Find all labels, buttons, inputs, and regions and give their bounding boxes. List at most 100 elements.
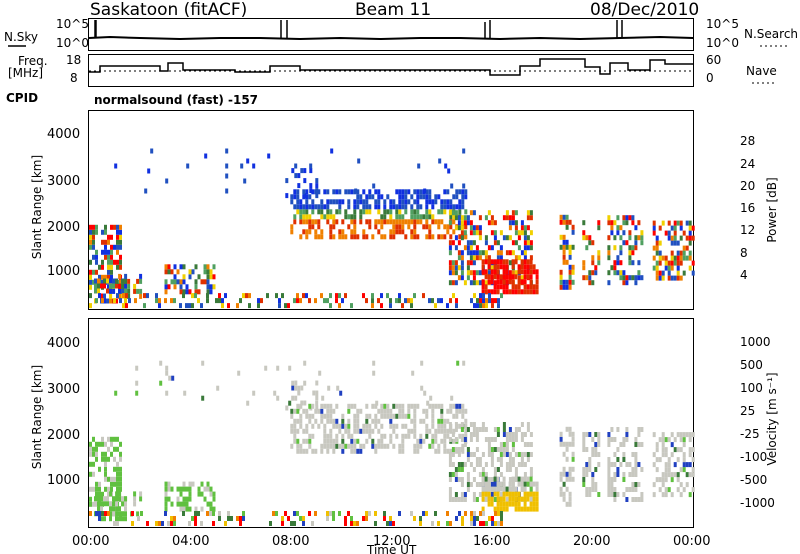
power-cell bbox=[317, 204, 321, 210]
power-cell bbox=[410, 219, 414, 225]
power-cell bbox=[451, 210, 455, 216]
velocity-cell bbox=[448, 487, 452, 492]
power-cell bbox=[114, 163, 118, 169]
velocity-cell bbox=[413, 413, 417, 419]
freq-label: Freq. bbox=[18, 54, 48, 68]
power-cell bbox=[526, 235, 530, 241]
velocity-cell bbox=[380, 438, 384, 444]
velocity-cell bbox=[315, 405, 319, 411]
velocity-cell bbox=[133, 501, 137, 507]
power-cell bbox=[637, 270, 641, 276]
velocity-cell bbox=[365, 438, 369, 444]
power-cell bbox=[89, 229, 92, 235]
power-cell bbox=[607, 235, 611, 241]
power-cell bbox=[588, 270, 592, 276]
velocity-cell bbox=[167, 521, 170, 526]
power-cell bbox=[362, 189, 366, 195]
power-cell bbox=[329, 209, 333, 215]
velocity-cell bbox=[691, 457, 695, 463]
velocity-cell bbox=[594, 447, 598, 452]
velocity-cell bbox=[389, 408, 393, 414]
velocity-cell bbox=[104, 451, 107, 457]
power-cell bbox=[457, 220, 461, 226]
velocity-cell bbox=[508, 437, 512, 442]
power-cell bbox=[482, 298, 485, 304]
power-cell bbox=[127, 293, 131, 299]
power-cell bbox=[469, 255, 473, 261]
power-cell bbox=[389, 234, 393, 240]
velocity-cell bbox=[449, 448, 453, 454]
velocity-cell bbox=[320, 418, 324, 424]
velocity-cell bbox=[285, 405, 289, 411]
velocity-cell bbox=[526, 457, 530, 462]
power-cell bbox=[652, 265, 656, 271]
velocity-cell bbox=[104, 461, 107, 467]
velocity-cell bbox=[338, 443, 342, 449]
power-cell bbox=[487, 279, 491, 285]
velocity-cell bbox=[329, 433, 333, 439]
velocity-cell bbox=[502, 452, 506, 457]
power-cell bbox=[496, 240, 500, 246]
power-cell bbox=[523, 235, 527, 241]
velocity-cell bbox=[287, 516, 290, 521]
power-cell bbox=[362, 229, 366, 235]
power-cell bbox=[588, 280, 592, 286]
power-cell bbox=[290, 194, 294, 200]
power-cell bbox=[395, 219, 399, 225]
velocity-cell bbox=[428, 443, 432, 449]
velocity-cell bbox=[481, 476, 485, 482]
velocity-cell bbox=[124, 511, 127, 517]
power-cell bbox=[496, 289, 500, 295]
power-cell bbox=[502, 259, 506, 265]
velocity-cell bbox=[511, 476, 515, 482]
velocity-cell bbox=[535, 501, 539, 507]
power-cell bbox=[670, 250, 674, 256]
power-cell bbox=[568, 219, 572, 225]
power-ytick-1000: 1000 bbox=[47, 264, 81, 279]
power-cell bbox=[377, 204, 381, 210]
nave-label: Nave bbox=[746, 64, 777, 78]
power-cell bbox=[631, 250, 635, 256]
velocity-ylabel: Slant Range [km] bbox=[30, 364, 44, 470]
velocity-cell bbox=[535, 496, 539, 502]
velocity-cell bbox=[625, 432, 629, 437]
power-cell bbox=[688, 265, 692, 271]
power-cell bbox=[520, 259, 524, 265]
x-axis-label: Time UT bbox=[367, 543, 417, 554]
velocity-cell bbox=[112, 506, 115, 512]
power-cell bbox=[457, 240, 461, 246]
power-ytick-2000: 2000 bbox=[47, 220, 81, 235]
power-cell bbox=[143, 303, 146, 309]
velocity-cell bbox=[353, 521, 356, 526]
power-cell bbox=[591, 270, 595, 276]
velocity-cell bbox=[679, 447, 683, 453]
velocity-cell bbox=[365, 418, 369, 424]
power-cell bbox=[212, 284, 216, 290]
velocity-cell bbox=[353, 413, 357, 419]
velocity-cell bbox=[454, 477, 458, 482]
power-cell bbox=[110, 259, 113, 265]
power-cell bbox=[514, 225, 518, 231]
power-cell bbox=[206, 289, 210, 295]
power-cell bbox=[517, 230, 521, 236]
power-cell bbox=[101, 274, 104, 280]
velocity-cell bbox=[164, 496, 168, 502]
power-cell bbox=[652, 220, 656, 226]
power-cell bbox=[383, 199, 387, 205]
power-cell bbox=[472, 250, 476, 256]
velocity-cell bbox=[565, 426, 569, 432]
velocity-cell bbox=[619, 442, 623, 447]
velocity-cell bbox=[425, 433, 429, 439]
velocity-cell bbox=[336, 385, 340, 391]
velocity-cell bbox=[98, 441, 101, 447]
velocity-cell bbox=[487, 486, 491, 492]
power-cell bbox=[113, 259, 116, 265]
velocity-cell bbox=[103, 516, 106, 522]
power-cell bbox=[305, 229, 309, 235]
velocity-cell bbox=[625, 497, 629, 502]
velocity-cell bbox=[155, 521, 158, 526]
power-cell bbox=[110, 269, 113, 275]
power-cell bbox=[529, 259, 533, 265]
velocity-cell bbox=[458, 433, 462, 439]
velocity-cell bbox=[326, 413, 330, 419]
